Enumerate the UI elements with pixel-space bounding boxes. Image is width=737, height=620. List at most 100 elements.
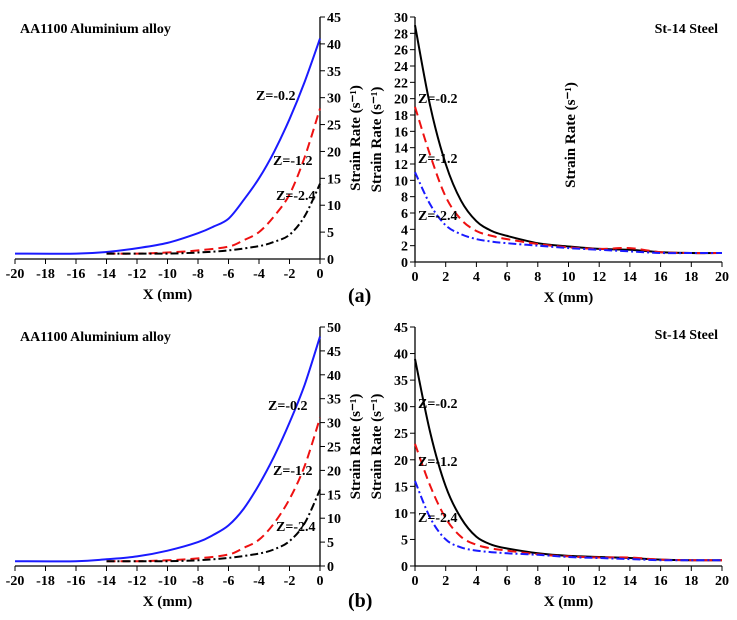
- series-line-3: [414, 171, 722, 255]
- z-annotation: Z=-2.4: [276, 189, 315, 204]
- y-tick-label: 5: [327, 536, 334, 551]
- x-tick-label: -6: [223, 574, 235, 589]
- y-tick-label: 15: [327, 172, 341, 187]
- y-tick-label: 22: [394, 76, 408, 91]
- x-tick-label: -16: [67, 574, 86, 589]
- series-line-2: [414, 443, 722, 562]
- x-tick-label: -20: [6, 267, 25, 282]
- z-annotation: Z=-0.2: [418, 92, 457, 107]
- x-tick-label: 18: [684, 574, 698, 589]
- x-tick-label: 0: [317, 267, 324, 282]
- x-tick-label: 8: [534, 574, 541, 589]
- x-tick-label: -18: [36, 267, 55, 282]
- x-tick-label: -10: [158, 267, 177, 282]
- z-annotation: Z=-1.2: [273, 464, 312, 479]
- z-annotation: Z=-2.4: [418, 209, 457, 224]
- z-annotation: Z=-2.4: [276, 520, 315, 535]
- x-axis-label: X (mm): [544, 594, 594, 610]
- y-tick-label: 0: [327, 253, 334, 268]
- x-tick-label: 4: [473, 574, 480, 589]
- y-tick-label: 30: [394, 11, 408, 26]
- x-tick-label: -10: [158, 574, 177, 589]
- x-tick-label: -8: [192, 574, 204, 589]
- x-tick-label: 2: [442, 270, 449, 285]
- x-tick-label: 0: [412, 574, 419, 589]
- y-tick-label: 28: [394, 27, 408, 42]
- y-tick-label: 4: [401, 223, 408, 238]
- x-tick-label: 0: [317, 574, 324, 589]
- x-tick-label: -12: [128, 267, 147, 282]
- series-line-2: [106, 417, 321, 563]
- y-tick-label: 15: [394, 480, 408, 495]
- x-tick-label: 12: [592, 270, 606, 285]
- z-annotation: Z=-0.2: [268, 399, 307, 414]
- y-tick-label: 25: [327, 119, 341, 134]
- x-tick-label: -14: [97, 574, 116, 589]
- series-line-3: [414, 480, 722, 562]
- z-annotation: Z=-0.2: [418, 397, 457, 412]
- z-annotation: Z=-1.2: [418, 152, 457, 167]
- z-annotation: Z=-2.4: [418, 511, 457, 526]
- z-annotation: Z=-1.2: [273, 154, 312, 169]
- y-tick-label: 40: [327, 38, 341, 53]
- chart-title: AA1100 Aluminium alloy: [20, 22, 171, 37]
- y-tick-label: 15: [327, 488, 341, 503]
- x-tick-label: -12: [128, 574, 147, 589]
- y-tick-label: 45: [394, 321, 408, 336]
- x-tick-label: -2: [284, 267, 296, 282]
- y-tick-label: 25: [394, 427, 408, 442]
- y-tick-label: 40: [394, 348, 408, 363]
- y-tick-label: 50: [327, 321, 341, 336]
- x-tick-label: 10: [562, 270, 576, 285]
- x-tick-label: 0: [412, 270, 419, 285]
- y-tick-label: 6: [401, 207, 408, 222]
- x-tick-label: -6: [223, 267, 235, 282]
- y-axis-label: Strain Rate (s⁻¹): [348, 85, 364, 191]
- y-tick-label: 30: [394, 401, 408, 416]
- y-tick-label: 20: [394, 93, 408, 108]
- x-tick-label: 14: [623, 270, 637, 285]
- x-tick-label: 4: [473, 270, 480, 285]
- x-tick-label: -8: [192, 267, 204, 282]
- y-axis-label: Strain Rate (s⁻¹): [369, 394, 385, 500]
- y-tick-label: 20: [327, 464, 341, 479]
- y-tick-label: 16: [394, 125, 408, 140]
- series-line-3: [106, 183, 321, 255]
- y-tick-label: 20: [394, 454, 408, 469]
- panel-label-b: (b): [348, 590, 372, 612]
- x-tick-label: 10: [562, 574, 576, 589]
- x-tick-label: -4: [253, 267, 265, 282]
- y-tick-label: 10: [327, 512, 341, 527]
- y-tick-label: 0: [327, 560, 334, 575]
- chart-title: AA1100 Aluminium alloy: [20, 330, 171, 345]
- y-tick-label: 10: [327, 199, 341, 214]
- y-tick-label: 35: [327, 65, 341, 80]
- y-tick-label: 45: [327, 11, 341, 26]
- y-tick-label: 12: [394, 158, 408, 173]
- y-tick-label: 2: [401, 240, 408, 255]
- y-tick-label: 14: [394, 142, 408, 157]
- series-line-2: [106, 108, 321, 255]
- x-tick-label: -14: [97, 267, 116, 282]
- x-axis-label: X (mm): [143, 287, 193, 303]
- x-axis-label: X (mm): [143, 594, 193, 610]
- x-tick-label: -16: [67, 267, 86, 282]
- y-tick-label: 0: [401, 256, 408, 271]
- z-annotation: Z=-1.2: [418, 455, 457, 470]
- x-tick-label: -2: [284, 574, 296, 589]
- y-tick-label: 0: [401, 560, 408, 575]
- chart-title: St-14 Steel: [655, 22, 718, 37]
- y-tick-label: 35: [327, 393, 341, 408]
- x-tick-label: 6: [504, 270, 511, 285]
- y-tick-label: 30: [327, 92, 341, 107]
- x-tick-label: 8: [534, 270, 541, 285]
- y-tick-label: 5: [327, 226, 334, 241]
- chart-title: St-14 Steel: [655, 328, 718, 343]
- y-tick-label: 8: [401, 191, 408, 206]
- y-tick-label: 18: [394, 109, 408, 124]
- x-axis-label: X (mm): [544, 290, 594, 306]
- x-tick-label: 16: [654, 270, 668, 285]
- x-tick-label: 16: [654, 574, 668, 589]
- x-tick-label: 12: [592, 574, 606, 589]
- y-tick-label: 35: [394, 374, 408, 389]
